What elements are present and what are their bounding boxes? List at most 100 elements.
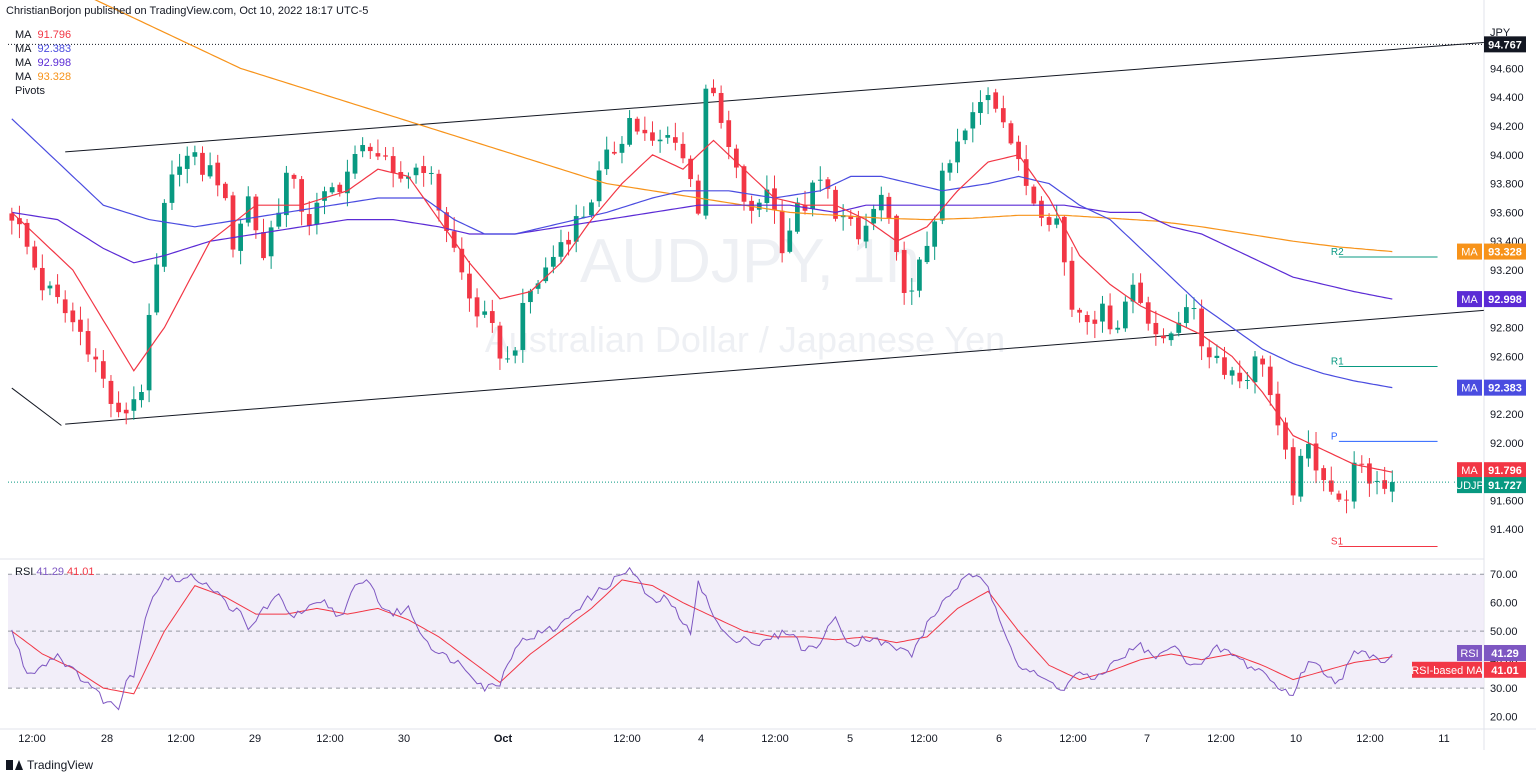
candle-down xyxy=(85,331,91,355)
candle-down xyxy=(1161,335,1166,339)
candle-up xyxy=(863,225,869,242)
rsi-tick-label: 50.00 xyxy=(1490,626,1518,638)
ma-badge-label-bg xyxy=(1457,291,1482,308)
ma-badge-label: MA xyxy=(1461,383,1478,395)
candle-up xyxy=(360,145,366,152)
time-tick-label: 12:00 xyxy=(18,733,46,745)
candle-down xyxy=(223,183,228,199)
legend-row-ma-3[interactable]: MA 92.998 xyxy=(15,56,71,70)
candle-up xyxy=(810,182,816,209)
candle-down xyxy=(1359,463,1365,465)
candle-down xyxy=(741,166,747,202)
candle-down xyxy=(1344,499,1349,501)
candle-up xyxy=(177,166,182,175)
candle-down xyxy=(116,402,121,413)
candle-up xyxy=(192,152,198,157)
ma-badge-value-bg xyxy=(1484,291,1526,308)
candle-down xyxy=(1046,217,1052,225)
tradingview-footer[interactable]: TradingView xyxy=(6,758,93,772)
candle-up xyxy=(284,172,289,216)
candle-down xyxy=(1138,282,1143,303)
time-tick-label: 30 xyxy=(398,733,410,745)
candle-down xyxy=(9,213,15,221)
candle-down xyxy=(1000,108,1006,123)
candle-down xyxy=(24,222,30,247)
candle-up xyxy=(352,153,358,174)
candle-up xyxy=(627,118,632,145)
price-tick-label: 93.800 xyxy=(1490,179,1524,191)
candle-down xyxy=(1283,422,1288,450)
price-tick-label: 92.800 xyxy=(1490,323,1524,335)
candle-down xyxy=(1077,309,1082,313)
price-tick-label: 91.600 xyxy=(1490,495,1524,507)
candle-up xyxy=(1122,301,1128,329)
candle-down xyxy=(32,246,38,268)
price-tick-label: 92.200 xyxy=(1490,409,1524,421)
candle-down xyxy=(1275,393,1281,426)
ma-badge-label-bg xyxy=(1457,379,1482,396)
candle-up xyxy=(962,130,968,141)
candle-down xyxy=(1222,357,1227,375)
candle-down xyxy=(642,129,648,134)
candle-down xyxy=(383,155,388,157)
candle-up xyxy=(1374,480,1380,482)
candle-down xyxy=(726,120,732,147)
ma-badge-label: MA xyxy=(1461,294,1478,306)
candle-down xyxy=(650,132,655,141)
rsi-ma-badge-label-bg xyxy=(1412,661,1482,678)
last-price-badge-value: 91.727 xyxy=(1488,480,1522,492)
candle-down xyxy=(70,310,76,323)
candle-up xyxy=(1176,322,1182,333)
ma-badge-value-bg xyxy=(1484,462,1526,479)
legend-label: MA xyxy=(15,57,32,69)
candle-up xyxy=(505,358,510,360)
rsi-tick-label: 20.00 xyxy=(1490,712,1518,724)
legend-value: 92.383 xyxy=(37,43,72,55)
candle-up xyxy=(550,256,556,267)
legend-row-ma-1[interactable]: MA 91.796 xyxy=(15,28,71,42)
candle-down xyxy=(390,156,396,174)
candle-down xyxy=(711,87,716,94)
rsi-legend-ma-value: 41.01 xyxy=(67,566,95,578)
trendline xyxy=(65,41,1484,153)
candle-up xyxy=(268,227,274,257)
time-tick-label: 4 xyxy=(698,733,704,745)
candle-down xyxy=(1023,159,1029,186)
legend-row-ma-4[interactable]: MA 93.328 xyxy=(15,70,71,84)
ma-red-line xyxy=(11,139,1393,473)
price-tick-label: 94.000 xyxy=(1490,150,1524,162)
candle-down xyxy=(55,284,60,298)
ma-badge-value: 93.328 xyxy=(1488,247,1522,259)
candle-up xyxy=(917,259,922,291)
rsi-badge-value-bg xyxy=(1484,644,1526,661)
rsi-legend[interactable]: RSI 41.29 41.01 xyxy=(15,566,95,578)
ma-blue-line xyxy=(11,118,1393,389)
candle-up xyxy=(932,221,938,247)
candle-down xyxy=(680,143,686,159)
legend-value: 92.998 xyxy=(37,57,72,69)
candle-up xyxy=(406,176,411,179)
time-tick-label: 10 xyxy=(1290,733,1302,745)
candle-up xyxy=(1115,327,1121,330)
candle-down xyxy=(695,180,701,214)
candle-down xyxy=(1367,463,1372,484)
candle-down xyxy=(367,146,373,152)
price-unit-label: JPY xyxy=(1490,27,1511,39)
candle-up xyxy=(871,208,877,224)
candle-down xyxy=(901,250,907,293)
candle-up xyxy=(787,230,793,252)
candle-down xyxy=(299,179,305,212)
legend-row-ma-2[interactable]: MA 92.383 xyxy=(15,42,71,56)
last-price-badge-label: AUDJPY xyxy=(1448,480,1492,492)
candle-down xyxy=(566,239,571,245)
legend-row-pivots[interactable]: Pivots xyxy=(15,84,71,98)
price-tick-label: 94.400 xyxy=(1490,92,1524,104)
trendline xyxy=(11,387,62,426)
candle-up xyxy=(1191,308,1197,310)
rsi-ma-badge-value: 41.01 xyxy=(1491,665,1519,677)
candle-down xyxy=(421,166,427,173)
candle-down xyxy=(779,210,785,254)
candle-up xyxy=(238,223,243,251)
trendline-layer xyxy=(11,41,1484,426)
